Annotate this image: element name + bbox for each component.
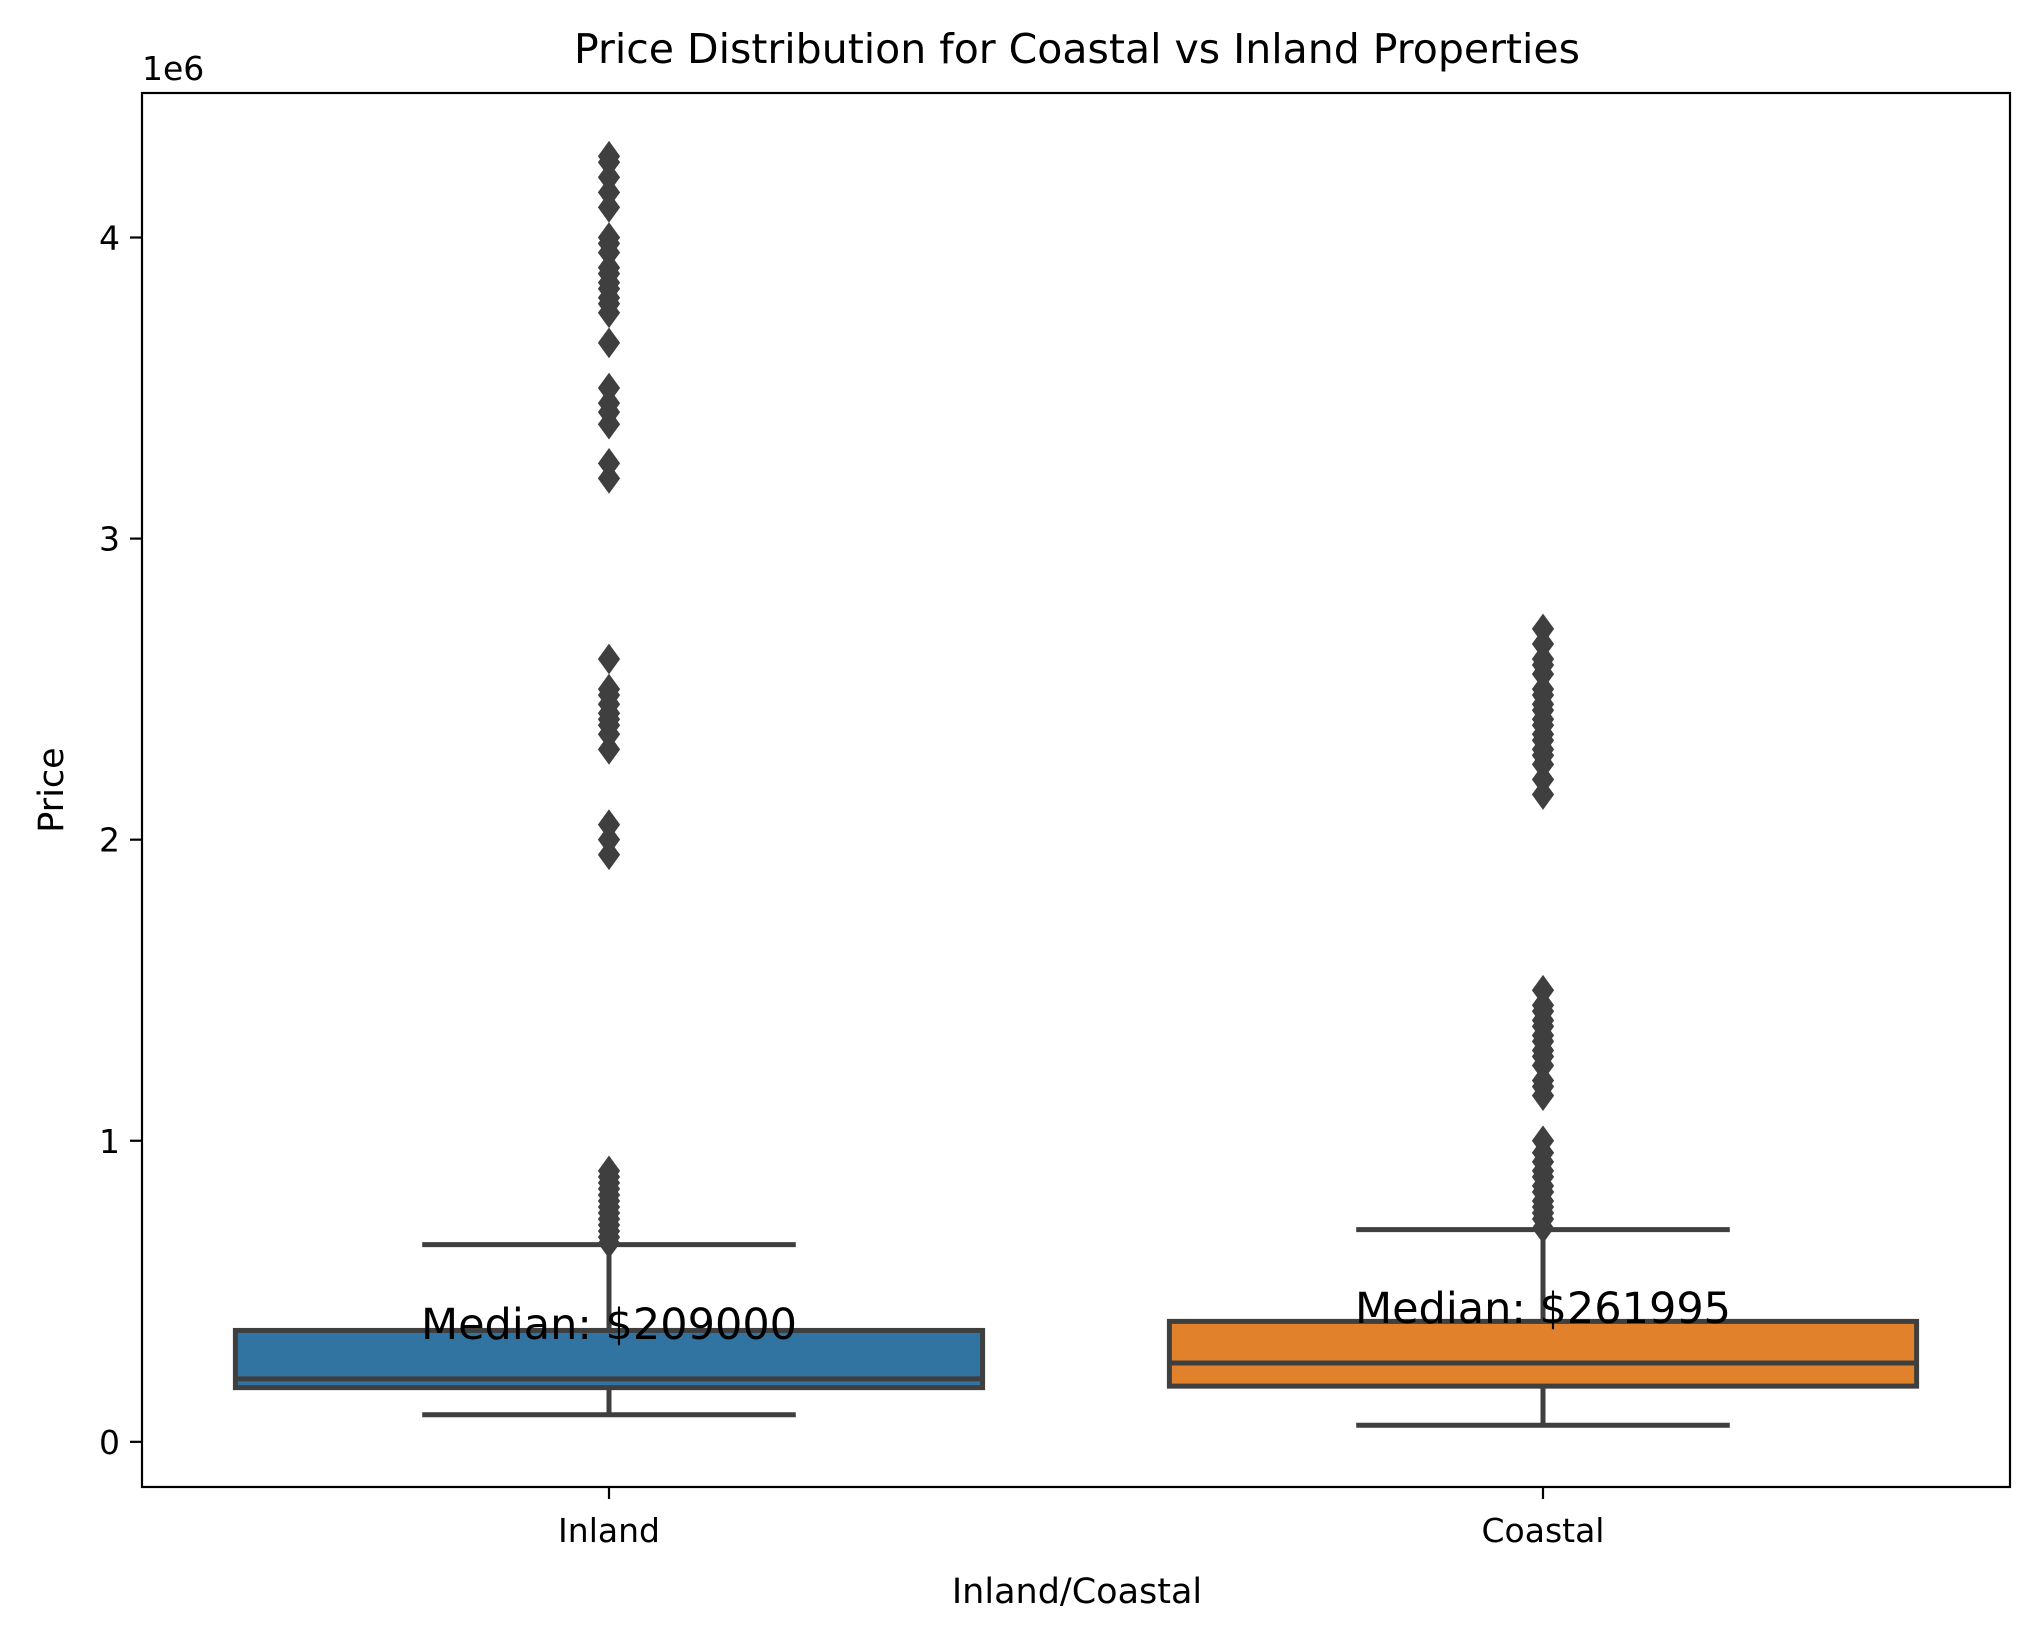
outlier-point: [597, 673, 621, 705]
outlier-point: [1531, 974, 1555, 1006]
plot-frame: [140, 91, 2012, 1489]
x-axis: Inland Coastal: [558, 1487, 1604, 1550]
y-axis-offset-label: 1e6: [142, 49, 204, 88]
outlier-point: [597, 140, 621, 172]
y-tick-label: 0: [99, 1423, 120, 1462]
outlier-point: [597, 222, 621, 253]
y-axis: 0 1 2 3 4: [99, 219, 142, 1462]
outlier-point: [597, 1155, 621, 1187]
plot-area: Median: $209000 Median: $261995: [232, 140, 1920, 1428]
x-axis-label: Inland/Coastal: [952, 1572, 1202, 1612]
outlier-point: [597, 447, 621, 479]
y-tick-label: 3: [99, 520, 120, 559]
box-iqr: [1166, 1318, 1920, 1389]
median-annotation: Median: $209000: [421, 1300, 797, 1350]
x-tick-label: Inland: [558, 1511, 660, 1550]
y-tick-label: 2: [99, 821, 120, 860]
y-tick-label: 1: [99, 1122, 120, 1161]
box-group-inland: Median: $209000: [232, 140, 986, 1418]
outlier-point: [597, 327, 621, 359]
outlier-point: [597, 372, 621, 404]
outlier-point: [1531, 1125, 1555, 1157]
outlier-point: [597, 643, 621, 675]
y-axis-label: Price: [32, 747, 72, 832]
outlier-point: [1531, 613, 1555, 645]
x-tick-label: Coastal: [1482, 1511, 1605, 1550]
median-annotation: Median: $261995: [1355, 1284, 1731, 1334]
chart-title: Price Distribution for Coastal vs Inland…: [574, 25, 1580, 73]
box-group-coastal: Median: $261995: [1166, 613, 1920, 1428]
outlier-point: [597, 809, 621, 840]
y-tick-label: 4: [99, 219, 120, 258]
